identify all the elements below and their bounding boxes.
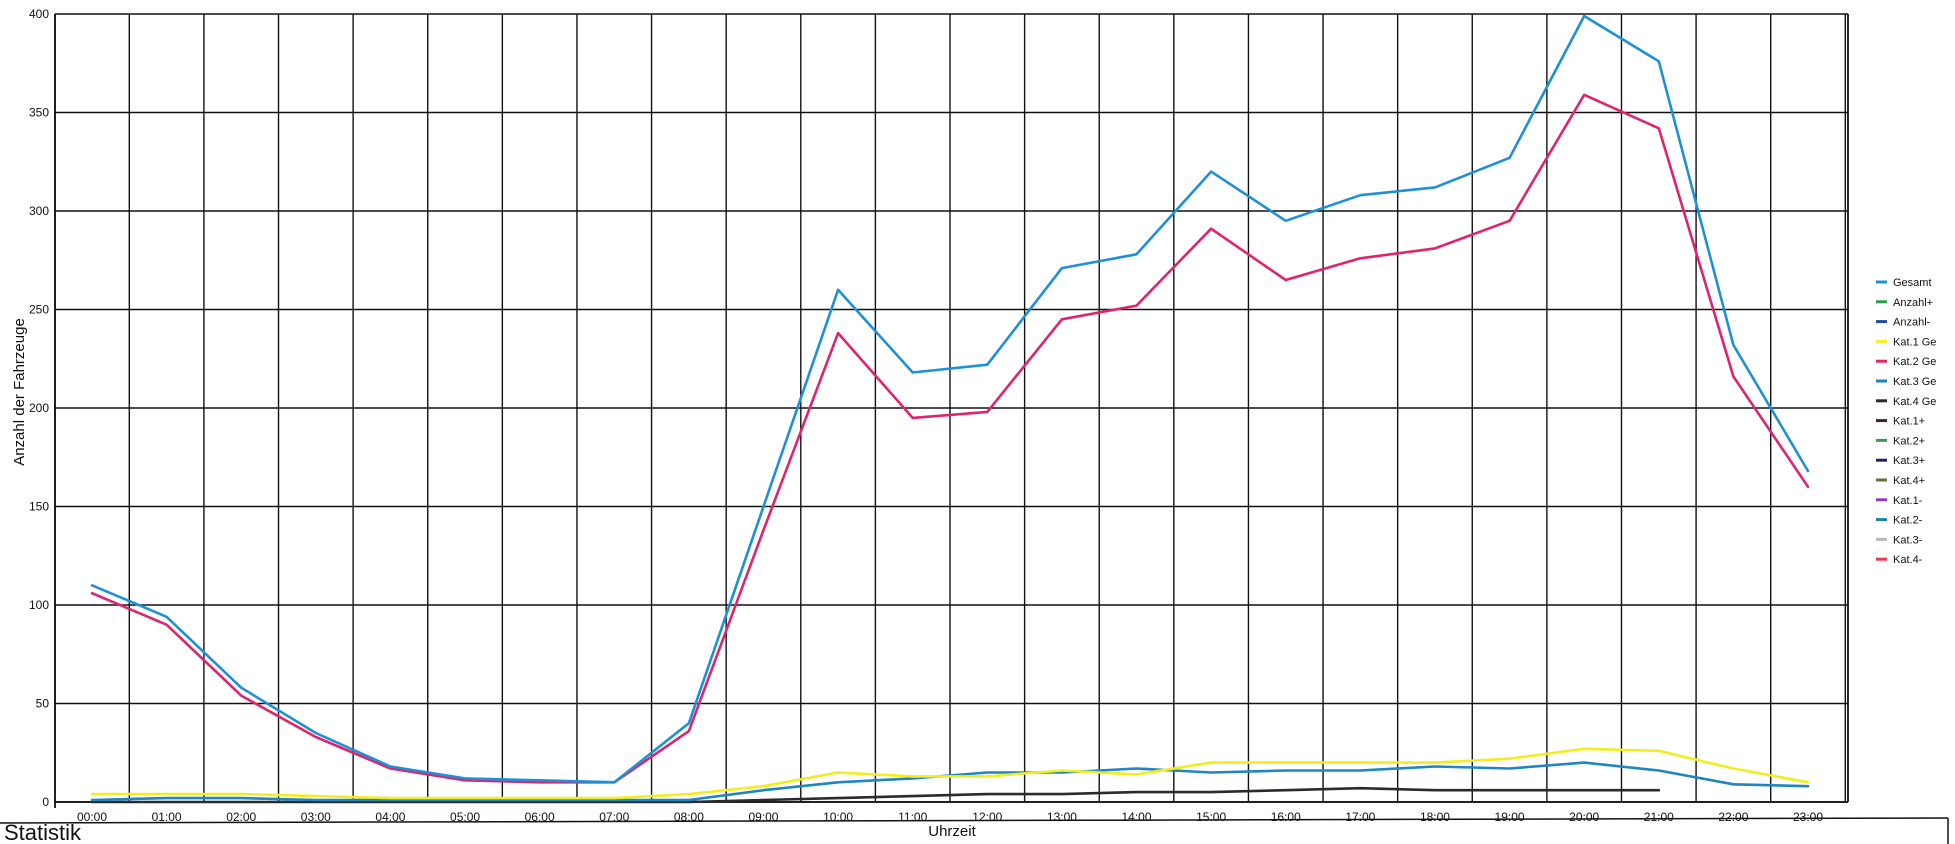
x-axis-title: Uhrzeit [928,823,976,840]
y-tick-label: 300 [29,204,49,218]
x-tick-label: 04:00 [375,810,405,824]
legend-label: Gesamt [1893,277,1932,289]
legend-item-kat-1: Kat.1- [1876,495,1923,507]
y-tick-label: 200 [29,401,49,415]
legend-item-kat-4: Kat.4+ [1876,475,1925,487]
y-tick-label: 100 [29,598,49,612]
x-tick-label: 17:00 [1345,810,1375,824]
legend-label: Kat.1 Ge [1893,336,1936,348]
x-tick-label: 14:00 [1122,810,1152,824]
legend-label: Kat.4 Ge [1893,396,1936,408]
legend-label: Kat.3+ [1893,455,1925,467]
legend-item-kat-3: Kat.3- [1876,534,1923,546]
x-tick-label: 20:00 [1569,810,1599,824]
series-line-gesamt [90,14,1810,784]
x-tick-label: 12:00 [972,810,1002,824]
y-tick-labels: 0 50 100 150 200 250 300 350 400 [29,7,49,809]
legend-label: Kat.4+ [1893,475,1925,487]
y-axis-title: Anzahl der Fahrzeuge [11,318,28,466]
legend-item-kat-1: Kat.1+ [1876,416,1925,428]
x-tick-label: 10:00 [823,810,853,824]
x-tick-label: 19:00 [1495,810,1525,824]
legend-item-kat-2: Kat.2+ [1876,435,1925,447]
y-tick-label: 250 [29,303,49,317]
legend: Gesamt Anzahl+ Anzahl- Kat.1 Ge Kat.2 Ge Kat.… [1876,277,1936,566]
x-tick-label: 18:00 [1420,810,1450,824]
legend-label: Kat.1- [1893,495,1923,507]
series-lines [90,14,1810,804]
x-tick-label: 01:00 [152,810,182,824]
grid [54,13,1848,803]
legend-label: Anzahl- [1893,317,1931,329]
legend-label: Kat.2+ [1893,435,1925,447]
x-tick-label: 13:00 [1047,810,1077,824]
legend-label: Kat.2- [1893,515,1923,527]
x-tick-label: 03:00 [301,810,331,824]
x-tick-label: 23:00 [1793,810,1823,824]
legend-label: Kat.2 Ge [1893,356,1936,368]
legend-item-kat-3: Kat.3+ [1876,455,1925,467]
y-tick-label: 50 [36,697,50,711]
legend-label: Anzahl+ [1893,297,1933,309]
series-line-kat-2-ge [90,93,1810,784]
y-tick-label: 350 [29,106,49,120]
series-line-kat-1-ge [90,747,1810,800]
x-tick-label: 02:00 [226,810,256,824]
x-tick-label: 05:00 [450,810,480,824]
x-tick-label: 16:00 [1271,810,1301,824]
footer-separator [0,817,1949,824]
legend-label: Kat.4- [1893,554,1923,566]
x-tick-label: 11:00 [898,810,927,824]
x-tick-label: 22:00 [1718,810,1748,824]
y-tick-label: 0 [42,795,49,809]
footer-title: Statistik [4,820,82,844]
x-tick-label: 21:00 [1644,810,1674,824]
x-tick-label: 07:00 [599,810,629,824]
legend-item-kat-4-ge: Kat.4 Ge [1876,396,1936,408]
y-tick-label: 400 [29,7,49,21]
axes [54,14,1849,808]
x-tick-label: 00:00 [77,810,107,824]
legend-item-kat-2: Kat.2- [1876,515,1923,527]
legend-item-kat-4: Kat.4- [1876,554,1923,566]
legend-item-kat-3-ge: Kat.3 Ge [1876,376,1936,388]
y-tick-label: 150 [29,500,49,514]
legend-item-kat-1-ge: Kat.1 Ge [1876,336,1936,348]
legend-item-kat-2-ge: Kat.2 Ge [1876,356,1936,368]
x-tick-label: 15:00 [1196,810,1226,824]
x-tick-label: 09:00 [748,810,778,824]
legend-item-anzahl: Anzahl- [1876,317,1931,329]
x-tick-label: 06:00 [525,810,555,824]
legend-label: Kat.1+ [1893,416,1925,428]
legend-label: Kat.3- [1893,534,1923,546]
legend-label: Kat.3 Ge [1893,376,1936,388]
legend-item-gesamt: Gesamt [1876,277,1932,289]
series-line-kat-4-ge [90,786,1661,804]
legend-item-anzahl: Anzahl+ [1876,297,1933,309]
